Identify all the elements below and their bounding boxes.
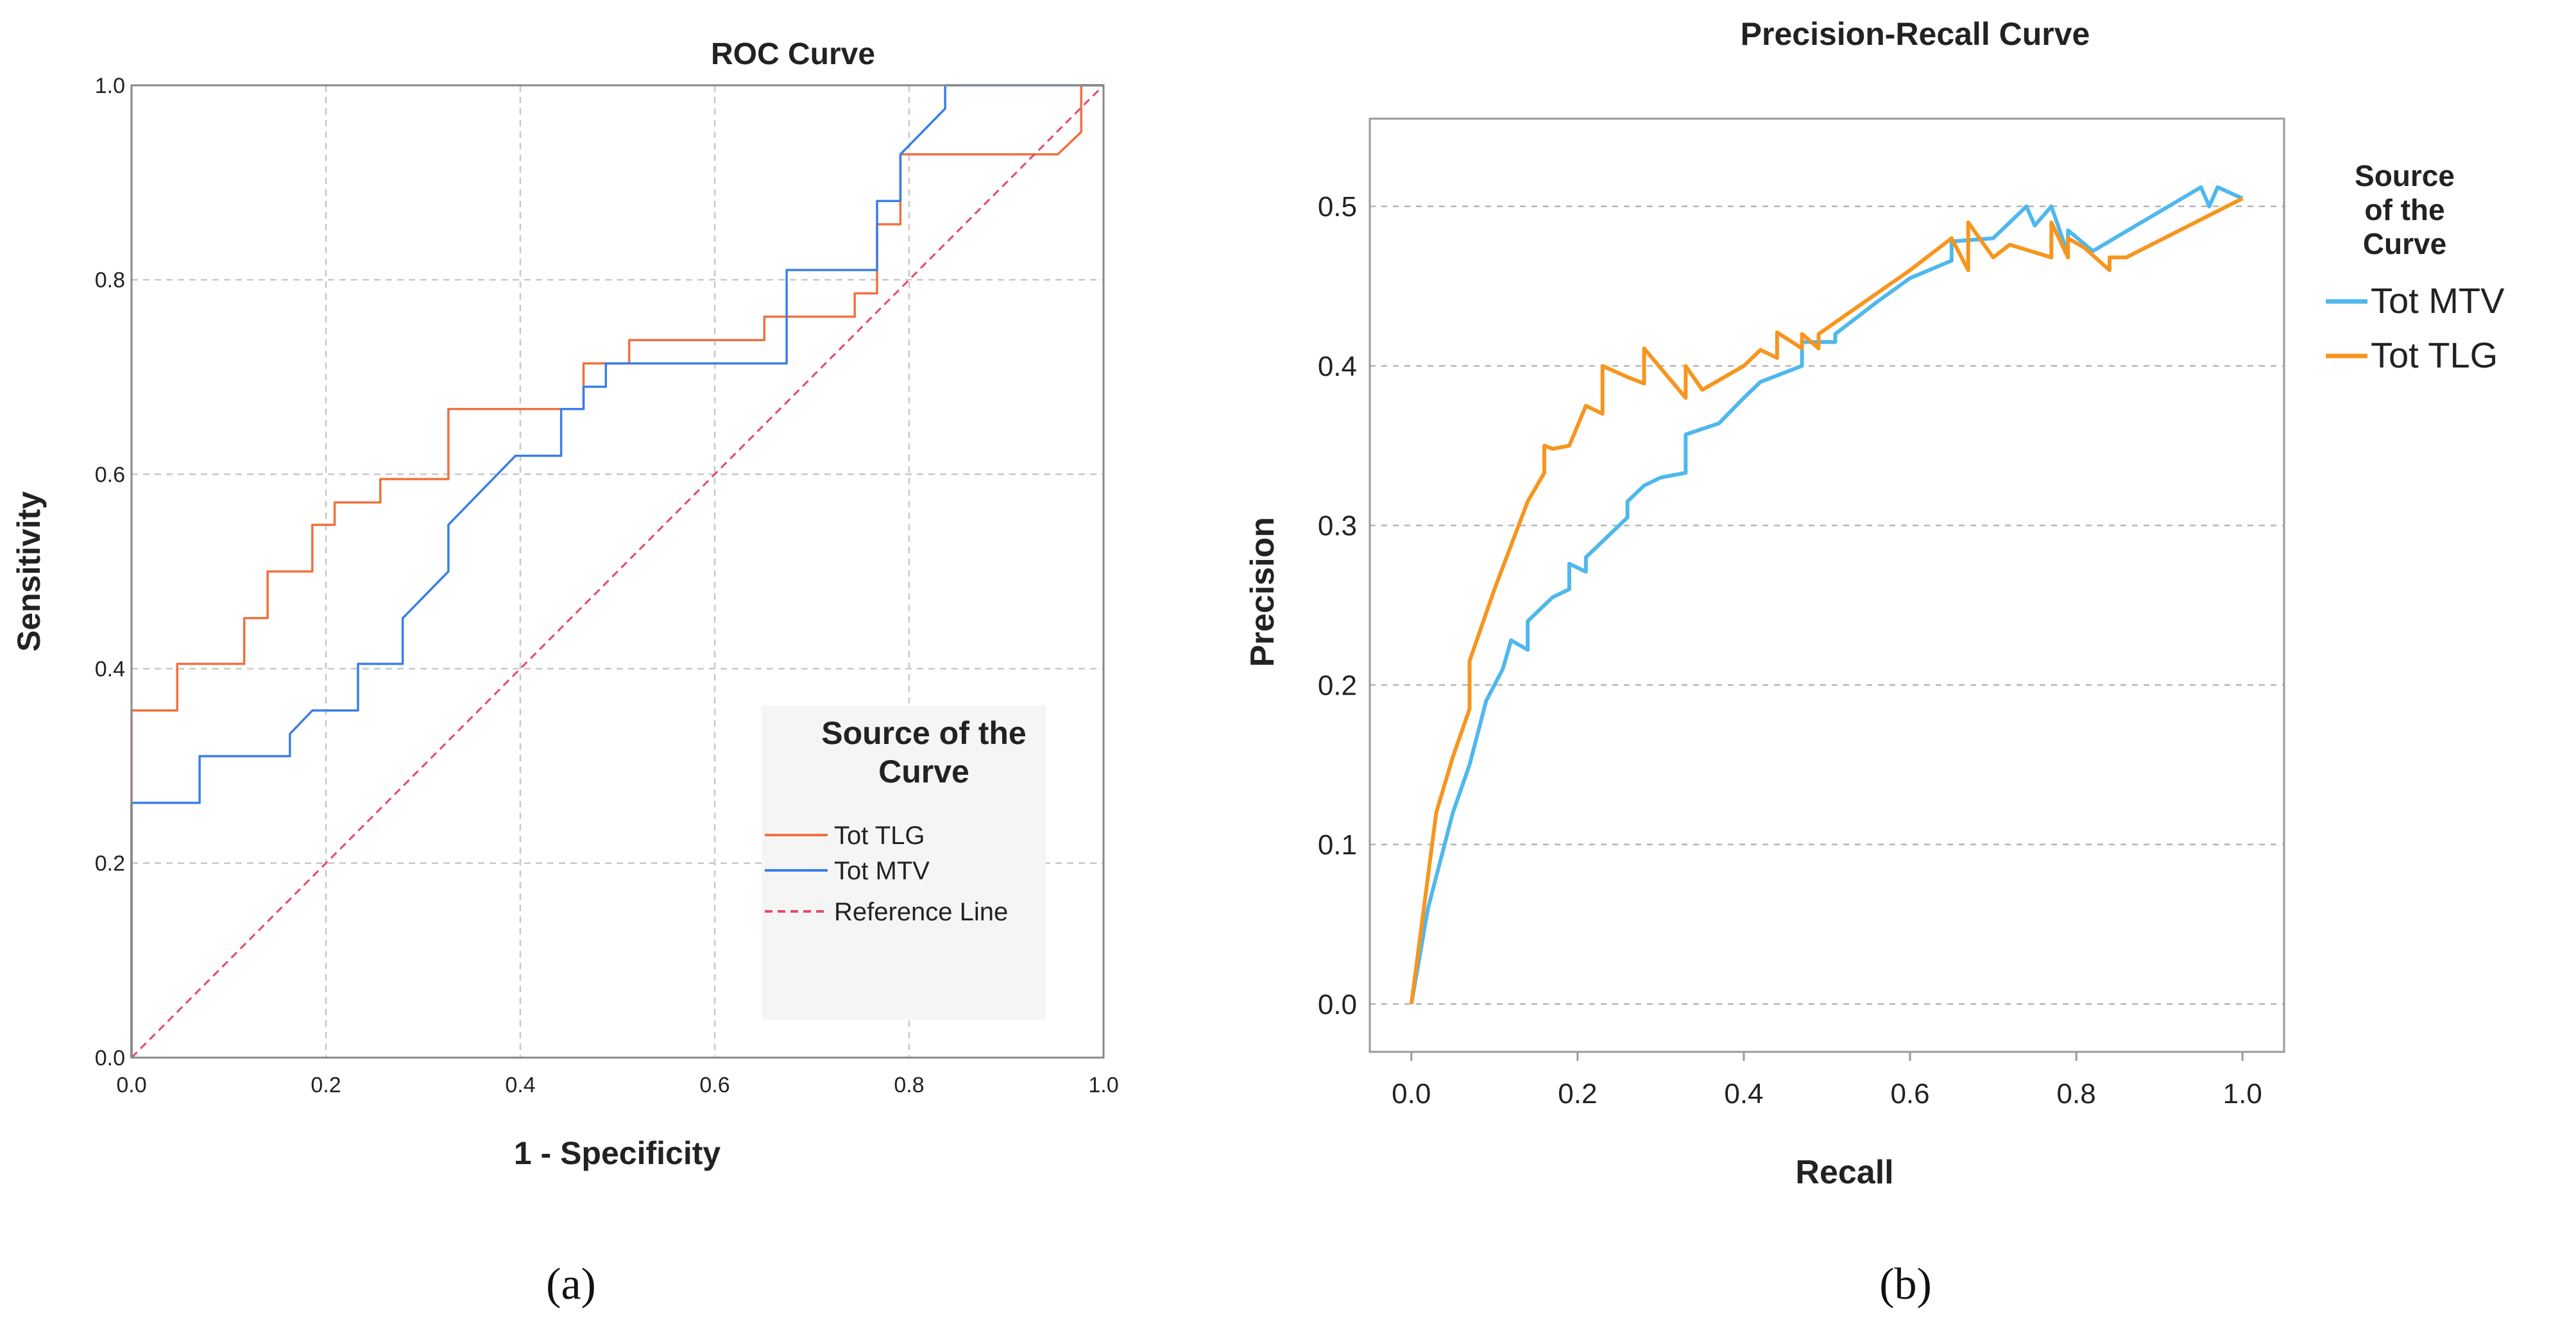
roc-y-tick-label: 1.0: [95, 74, 125, 98]
roc-y-tick-label: 0.0: [95, 1046, 125, 1070]
pr-series-tot-mtv: [1409, 185, 2244, 1004]
roc-series-reference-line: [130, 84, 1105, 1059]
pr-x-axis-label: Recall: [1795, 1154, 1893, 1191]
roc-series-tot-tlg: [130, 84, 1104, 1058]
roc-x-tick-label: 0.4: [505, 1073, 535, 1097]
roc-x-axis-label: 1 - Specificity: [514, 1135, 721, 1171]
panel-b-caption: (b): [1879, 1260, 1932, 1309]
pr-legend: Source of the Curve Tot MTV Tot TLG: [2326, 159, 2505, 375]
pr-legend-label-tlg: Tot TLG: [2371, 335, 2498, 375]
pr-legend-label-mtv: Tot MTV: [2371, 280, 2505, 321]
pr-series-group: [1409, 185, 2244, 1004]
pr-x-tick-label: 0.4: [1724, 1078, 1763, 1110]
pr-x-tick-label: 0.6: [1890, 1078, 1929, 1110]
pr-x-tick-label: 0.0: [1392, 1078, 1431, 1110]
pr-series-tot-tlg: [1409, 196, 2244, 1004]
pr-y-tick-label: 0.1: [1318, 829, 1357, 861]
pr-y-tick-label: 0.5: [1318, 191, 1357, 223]
pr-x-tick-label: 1.0: [2223, 1078, 2262, 1110]
roc-x-tick-label: 0.0: [116, 1073, 146, 1097]
pr-plot-frame: [1369, 117, 2285, 1053]
pr-y-tick-label: 0.0: [1318, 989, 1357, 1020]
roc-y-tick-label: 0.6: [95, 462, 125, 487]
pr-chart-panel: Precision-Recall Curve 0.00.10.20.30.40.…: [1244, 16, 2505, 1309]
pr-y-tick-label: 0.2: [1318, 670, 1357, 701]
pr-x-tick-label: 0.8: [2057, 1078, 2096, 1110]
pr-y-tick-label: 0.3: [1318, 511, 1357, 542]
pr-grid: [1370, 205, 2284, 1061]
roc-series-tot-mtv: [130, 84, 1104, 1058]
roc-y-tick-label: 0.4: [95, 657, 125, 682]
roc-x-tick-label: 0.6: [699, 1073, 729, 1097]
roc-series-group: [130, 84, 1105, 1059]
roc-legend-title-line1: Source of the: [821, 715, 1026, 751]
roc-legend-box: [762, 706, 1046, 1020]
pr-y-axis-label: Precision: [1244, 517, 1281, 667]
roc-legend-label-reference: Reference Line: [834, 898, 1008, 926]
pr-tick-labels: 0.0 0.1 0.2 0.3 0.4 0.5 0.0 0.2 0.4 0.6 0.8 1.0: [1318, 191, 2262, 1110]
roc-y-tick-label: 0.8: [95, 268, 125, 292]
roc-y-tick-label: 0.2: [95, 852, 125, 876]
roc-legend-label-tlg: Tot TLG: [834, 822, 925, 850]
roc-y-axis-label: Sensitivity: [11, 491, 47, 652]
pr-y-tick-label: 0.4: [1318, 351, 1357, 382]
pr-x-tick-label: 0.2: [1558, 1078, 1597, 1110]
roc-x-tick-label: 1.0: [1088, 1073, 1118, 1097]
roc-chart-panel: ROC Curve 0.0 0.2 0.4 0.6 0.8 1.0 0.0 0.2 0.4 0.6…: [11, 37, 1119, 1309]
roc-legend-title-line2: Curve: [878, 754, 969, 790]
pr-legend-title-line1: Source: [2355, 159, 2455, 192]
roc-x-tick-label: 0.8: [894, 1073, 924, 1097]
roc-chart-title: ROC Curve: [711, 37, 875, 71]
pr-chart-title: Precision-Recall Curve: [1741, 16, 2090, 52]
roc-legend-label-mtv: Tot MTV: [834, 857, 930, 885]
roc-x-tick-label: 0.2: [311, 1073, 341, 1097]
roc-plot-frame: [130, 84, 1105, 1059]
pr-legend-title-line2: of the: [2364, 193, 2444, 226]
roc-legend: Source of the Curve Tot TLG Tot MTV Refe…: [762, 706, 1046, 1020]
pr-legend-title-line3: Curve: [2363, 227, 2446, 260]
roc-tick-labels: 0.0 0.2 0.4 0.6 0.8 1.0 0.0 0.2 0.4 0.6 0.8 1.0: [95, 74, 1119, 1097]
panel-a-caption: (a): [546, 1260, 596, 1309]
